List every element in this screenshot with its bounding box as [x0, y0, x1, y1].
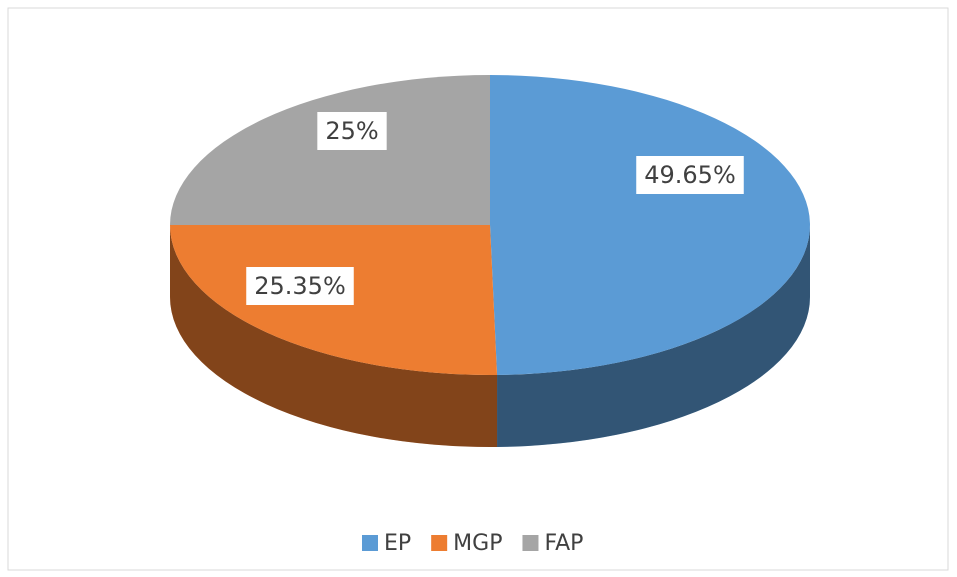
pie-slice	[490, 75, 811, 375]
data-label-box	[246, 267, 354, 305]
data-label-box	[317, 112, 387, 150]
pie-slice-side	[497, 225, 810, 447]
data-label: 49.65%	[644, 161, 736, 189]
legend-swatch	[522, 535, 539, 551]
legend-swatch	[362, 535, 378, 551]
pie-tops	[170, 75, 811, 375]
legend: EP MGP FAP	[362, 531, 583, 556]
data-labels: 49.65% 25.35% 25%	[246, 112, 744, 305]
data-label: 25%	[325, 117, 378, 145]
pie-sides	[170, 225, 810, 447]
data-label: 25.35%	[254, 272, 346, 300]
legend-label: FAP	[544, 531, 583, 556]
pie-slice-side	[170, 225, 498, 447]
side-shade	[497, 225, 810, 447]
data-label-box	[636, 156, 744, 194]
legend-label: MGP	[453, 531, 502, 556]
side-shade	[170, 225, 498, 447]
legend-swatch	[431, 535, 448, 551]
legend-label: EP	[384, 531, 411, 556]
